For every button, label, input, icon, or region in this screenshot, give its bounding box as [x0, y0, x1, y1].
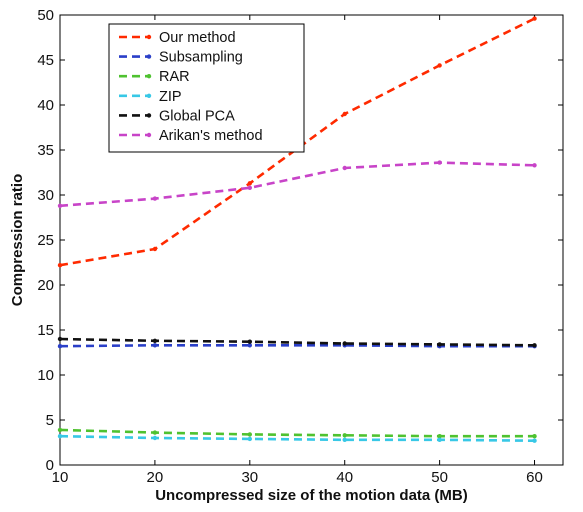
- data-point-our-method: [532, 16, 537, 21]
- series-line-zip: [59, 434, 535, 442]
- data-point-rar: [152, 430, 158, 435]
- y-tick-label: 10: [37, 367, 54, 384]
- legend-label-zip: ZIP: [159, 89, 182, 105]
- y-tick-label: 0: [46, 457, 54, 474]
- legend-marker-subsampling: [146, 54, 152, 59]
- legend-label-our-method: Our method: [159, 30, 236, 46]
- y-tick-label: 35: [37, 142, 54, 159]
- x-tick-label: 60: [526, 469, 543, 486]
- data-point-global-pca: [57, 336, 63, 342]
- y-tick-label: 20: [37, 277, 54, 294]
- data-point-zip: [437, 437, 442, 442]
- data-point-arikan-s-method: [57, 203, 63, 208]
- legend-label-subsampling: Subsampling: [159, 50, 243, 66]
- data-point-zip: [152, 435, 158, 441]
- legend-marker-zip: [146, 93, 152, 99]
- legend-marker-rar: [146, 74, 152, 79]
- data-point-global-pca: [437, 342, 442, 347]
- legend: Our method Subsampling RAR ZIP Global PCA Ari…: [108, 23, 305, 153]
- data-point-arikan-s-method: [247, 185, 253, 190]
- data-point-subsampling: [152, 343, 158, 348]
- y-tick-label: 25: [37, 232, 54, 249]
- legend-label-arikan-s-method: Arikan's method: [159, 128, 263, 144]
- data-point-zip: [342, 437, 347, 442]
- series-line-our-method: [59, 17, 536, 267]
- data-point-our-method: [342, 111, 347, 117]
- data-point-subsampling: [57, 344, 63, 349]
- y-tick-label: 15: [37, 322, 54, 339]
- data-point-rar: [437, 434, 442, 439]
- data-point-subsampling: [247, 343, 253, 348]
- series-layer: [57, 16, 537, 443]
- data-point-zip: [57, 434, 63, 439]
- data-point-our-method: [57, 263, 63, 268]
- y-tick-label: 45: [37, 52, 54, 69]
- x-tick-label: 10: [52, 469, 69, 486]
- data-point-our-method: [247, 181, 253, 186]
- legend-marker-our-method: [146, 34, 152, 40]
- y-axis-label: Compression ratio: [9, 174, 26, 307]
- data-point-arikan-s-method: [532, 163, 537, 168]
- data-point-rar: [342, 433, 347, 438]
- legend-marker-arikan-s-method: [146, 132, 152, 138]
- series-line-global-pca: [59, 337, 535, 347]
- data-point-arikan-s-method: [152, 196, 158, 201]
- data-point-global-pca: [342, 341, 347, 346]
- legend-label-rar: RAR: [159, 69, 190, 85]
- data-point-global-pca: [247, 339, 253, 344]
- data-point-rar: [532, 434, 537, 439]
- y-tick-label: 50: [37, 7, 54, 24]
- data-point-global-pca: [532, 343, 537, 348]
- data-point-our-method: [152, 246, 158, 252]
- plot-axes: 10 20 30 40 50 60 0 5 10 15 20 25 30 35 40 45 50: [37, 7, 564, 486]
- legend-marker-global-pca: [146, 113, 152, 118]
- data-point-arikan-s-method: [342, 165, 347, 171]
- x-axis-label: Uncompressed size of the motion data (MB…: [155, 487, 468, 504]
- x-tick-label: 50: [431, 469, 448, 486]
- data-point-zip: [247, 436, 253, 442]
- legend-label-global-pca: Global PCA: [159, 108, 235, 124]
- series-line-rar: [59, 428, 535, 438]
- data-point-our-method: [437, 63, 442, 68]
- x-tick-label: 20: [147, 469, 164, 486]
- data-point-rar: [57, 427, 63, 433]
- y-tick-label: 40: [37, 97, 54, 114]
- legend-box: [108, 23, 305, 153]
- y-tick-label: 5: [46, 412, 54, 429]
- data-point-rar: [247, 432, 253, 437]
- series-line-subsampling: [59, 343, 535, 348]
- data-point-global-pca: [152, 338, 158, 343]
- data-point-arikan-s-method: [437, 160, 442, 165]
- x-tick-label: 40: [336, 469, 353, 486]
- y-tick-label: 30: [37, 187, 54, 204]
- series-line-arikan-s-method: [59, 161, 535, 208]
- x-tick-label: 30: [241, 469, 258, 486]
- data-point-zip: [532, 438, 537, 443]
